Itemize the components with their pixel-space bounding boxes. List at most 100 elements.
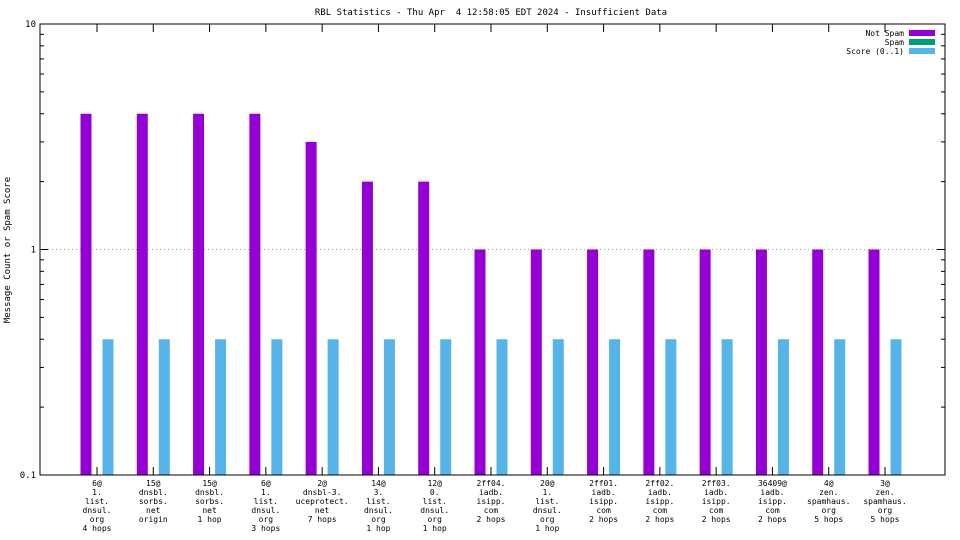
bars	[80, 113, 902, 475]
bar-not-spam	[868, 249, 880, 475]
bar-score-0-1	[890, 339, 902, 475]
x-tick-label-line: 2 hops	[702, 515, 731, 524]
bar-not-spam	[755, 249, 767, 475]
x-tick-label-line: isipp.	[477, 497, 506, 506]
x-tick-label-line: 15@	[202, 479, 217, 488]
x-tick-label-line: isipp.	[645, 497, 674, 506]
bar-score-0-1	[383, 339, 395, 475]
x-tick-label-line: 6@	[92, 479, 102, 488]
x-tick-label-line: 14@	[371, 479, 386, 488]
x-tick-label-line: dnsul.	[533, 506, 562, 515]
x-tick-label-line: org	[371, 515, 386, 524]
x-tick-label-line: 1 hop	[535, 524, 559, 533]
legend-label: Spam	[885, 38, 904, 47]
x-tick-label-line: iadb.	[479, 488, 503, 497]
x-tick-label-line: 4 hops	[83, 524, 112, 533]
x-tick-label-line: org	[878, 506, 893, 515]
x-tick-label-line: sorbs.	[139, 497, 168, 506]
x-tick-label-line: 1 hop	[423, 524, 447, 533]
x-tick-label-line: list.	[254, 497, 278, 506]
x-tick-label-line: org	[90, 515, 105, 524]
y-tick-label: 0.1	[20, 471, 36, 481]
x-tick-label-line: 3 hops	[251, 524, 280, 533]
x-tick-label-line: 20@	[540, 479, 555, 488]
x-tick-label-line: iadb.	[592, 488, 616, 497]
legend-label: Score (0..1)	[846, 47, 904, 56]
x-tick-label-line: 2@	[317, 479, 327, 488]
x-tick-label-line: zen.	[875, 488, 894, 497]
x-tick-label-line: dnsbl.	[195, 488, 224, 497]
x-tick-label-line: 0.	[430, 488, 440, 497]
x-tick-label-line: net	[146, 506, 161, 515]
x-tick-label-line: 2 hops	[645, 515, 674, 524]
bar-not-spam	[699, 249, 711, 475]
bar-not-spam	[80, 113, 92, 475]
x-tick-label-line: 1 hop	[198, 515, 222, 524]
bar-not-spam	[305, 141, 317, 475]
bar-not-spam	[361, 181, 373, 475]
x-tick-label-line: 1.	[261, 488, 271, 497]
x-tick-label-line: 1.	[542, 488, 552, 497]
x-tick-label-line: dnsul.	[251, 506, 280, 515]
x-tick-label-line: 2ff03.	[702, 479, 731, 488]
x-tick-label-line: com	[653, 506, 668, 515]
bar-score-0-1	[327, 339, 339, 475]
legend-swatch	[909, 30, 935, 36]
x-tick-label-line: 2 hops	[758, 515, 787, 524]
bar-score-0-1	[834, 339, 846, 475]
bar-score-0-1	[215, 339, 227, 475]
chart-title: RBL Statistics - Thu Apr 4 12:58:05 EDT …	[315, 8, 667, 18]
x-tick-label-line: org	[540, 515, 555, 524]
x-tick-label-line: 6@	[261, 479, 271, 488]
x-tick-label-line: org	[259, 515, 274, 524]
bar-not-spam	[136, 113, 148, 475]
grid-lines	[40, 24, 945, 475]
x-tick-label-line: 2 hops	[589, 515, 618, 524]
bar-not-spam	[193, 113, 205, 475]
x-tick-label-line: 3.	[374, 488, 384, 497]
legend-swatch	[909, 48, 935, 54]
x-tick-label-line: sorbs.	[195, 497, 224, 506]
y-tick-label: 1	[31, 246, 36, 256]
x-tick-label-line: 5 hops	[871, 515, 900, 524]
x-tick-label-line: uceprotect.	[296, 497, 349, 506]
legend-label: Not Spam	[865, 29, 904, 38]
x-tick-label-line: 2 hops	[477, 515, 506, 524]
x-tick-label-line: com	[765, 506, 780, 515]
x-tick-label-line: zen.	[819, 488, 838, 497]
x-tick-label-line: iadb.	[648, 488, 672, 497]
x-tick-label-line: spamhaus.	[863, 497, 906, 506]
x-tick-label-line: 3@	[880, 479, 890, 488]
x-tick-label-line: 2ff04.	[477, 479, 506, 488]
bar-not-spam	[474, 249, 486, 475]
bar-score-0-1	[721, 339, 733, 475]
x-tick-label-line: 12@	[427, 479, 442, 488]
x-tick-label-line: com	[484, 506, 499, 515]
x-tick-label-line: 7 hops	[308, 515, 337, 524]
x-tick-label-line: iadb.	[704, 488, 728, 497]
bar-not-spam	[812, 249, 824, 475]
bar-not-spam	[249, 113, 261, 475]
bar-score-0-1	[271, 339, 283, 475]
x-tick-label-line: 2ff02.	[645, 479, 674, 488]
bar-not-spam	[530, 249, 542, 475]
x-tick-label-line: org	[427, 515, 442, 524]
x-tick-label-line: 4@	[824, 479, 834, 488]
bar-not-spam	[643, 249, 655, 475]
bar-score-0-1	[609, 339, 621, 475]
x-tick-label-line: com	[709, 506, 724, 515]
x-tick-label-line: net	[315, 506, 330, 515]
x-tick-label-line: 1 hop	[366, 524, 390, 533]
bar-score-0-1	[552, 339, 564, 475]
x-tick-label-line: com	[596, 506, 611, 515]
x-tick-label-line: dnsbl-3.	[303, 488, 342, 497]
x-tick-label-line: 1.	[92, 488, 102, 497]
x-tick-label-line: dnsul.	[420, 506, 449, 515]
x-tick-label-line: 15@	[146, 479, 161, 488]
x-tick-label-line: list.	[85, 497, 109, 506]
x-tick-label-line: list.	[366, 497, 390, 506]
legend-swatch	[909, 39, 935, 45]
